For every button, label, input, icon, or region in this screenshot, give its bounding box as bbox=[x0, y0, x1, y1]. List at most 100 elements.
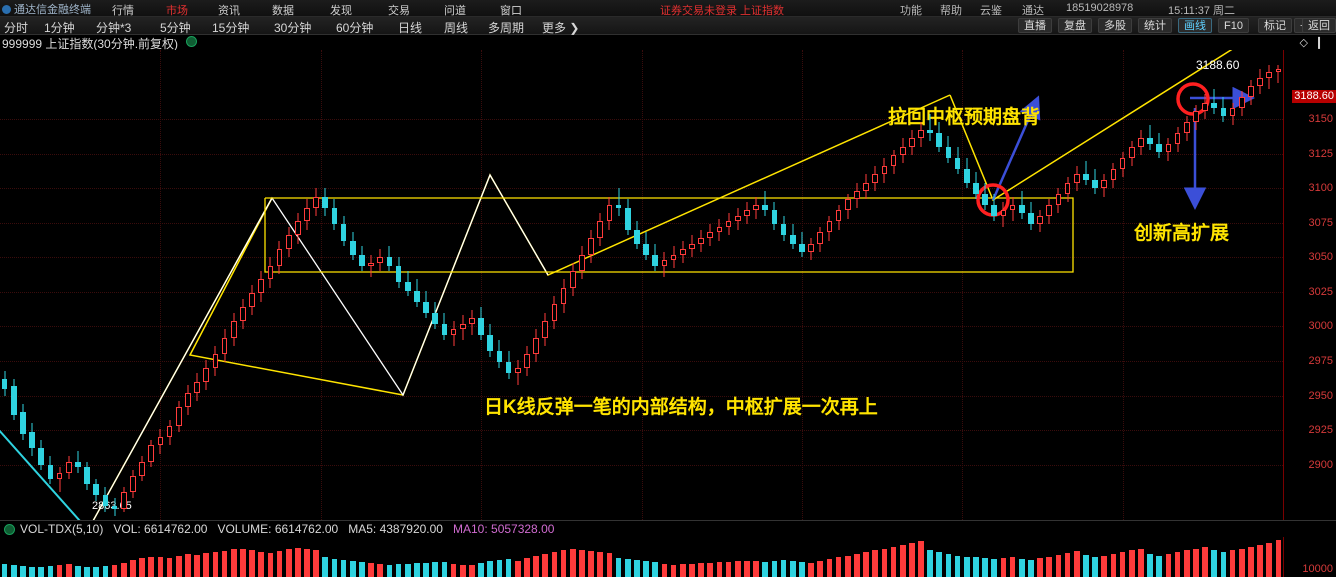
annotation-right: 创新高扩展 bbox=[1134, 223, 1230, 244]
candle-wick bbox=[1213, 88, 1215, 114]
candle-body bbox=[927, 130, 933, 133]
period-2[interactable]: 分钟*3 bbox=[96, 21, 132, 35]
candlestick bbox=[863, 174, 869, 200]
volume-bar bbox=[927, 550, 933, 577]
candlestick bbox=[936, 121, 943, 153]
period-9[interactable]: 多周期 bbox=[488, 21, 525, 35]
volume-bar bbox=[881, 548, 888, 577]
volume-bar bbox=[395, 564, 402, 577]
menu-item-7[interactable]: 窗口 bbox=[500, 5, 522, 17]
toolbar-button-3[interactable]: 统计 bbox=[1138, 18, 1172, 33]
period-10[interactable]: 更多 ❯ bbox=[542, 21, 580, 35]
gridline bbox=[0, 464, 1283, 466]
menu-right-item-0[interactable]: 功能 bbox=[900, 5, 922, 17]
candle-body bbox=[368, 262, 374, 266]
volume-axis: 10000 bbox=[1283, 537, 1336, 577]
volume-indicator-toggle-icon[interactable] bbox=[4, 524, 15, 535]
candle-body bbox=[175, 406, 182, 426]
price-chart-pane[interactable]: 拉回中枢预期盘背 创新高扩展 日K线反弹一笔的内部结构，中枢扩展一次再上 286… bbox=[0, 50, 1283, 520]
toolbar-button-0[interactable]: 直播 bbox=[1018, 18, 1052, 33]
volume-bar bbox=[689, 563, 695, 577]
period-6[interactable]: 60分钟 bbox=[336, 21, 374, 35]
period-4[interactable]: 15分钟 bbox=[212, 21, 250, 35]
toolbar-button-2[interactable]: 多股 bbox=[1098, 18, 1132, 33]
menu-right-item-2[interactable]: 云鉴 bbox=[980, 5, 1002, 17]
chart-title: 999999 上证指数(30分钟.前复权) bbox=[2, 37, 179, 51]
candlestick bbox=[496, 340, 503, 368]
price-axis-tick: 3000 bbox=[1308, 320, 1333, 333]
candlestick bbox=[881, 157, 888, 183]
volume-bar bbox=[1000, 558, 1007, 577]
volume-bar bbox=[569, 549, 576, 577]
candlestick bbox=[276, 240, 283, 274]
period-8[interactable]: 周线 bbox=[444, 21, 469, 35]
candlestick bbox=[386, 246, 393, 272]
menu-item-0[interactable]: 行情 bbox=[112, 5, 134, 17]
chart-corner-bar-icon[interactable]: ❙ bbox=[1313, 35, 1324, 49]
chart-corner-diamond-icon[interactable]: ◇ bbox=[1299, 37, 1308, 49]
period-1[interactable]: 1分钟 bbox=[44, 21, 75, 35]
candle-body bbox=[469, 318, 475, 324]
candle-body bbox=[872, 174, 879, 183]
candle-body bbox=[221, 337, 228, 355]
candlestick bbox=[624, 199, 631, 236]
candlestick bbox=[130, 470, 136, 498]
period-5[interactable]: 30分钟 bbox=[274, 21, 312, 35]
toolbar-button-5[interactable]: F10 bbox=[1218, 18, 1249, 33]
menu-right-item-1[interactable]: 帮助 bbox=[940, 5, 962, 17]
candlestick bbox=[872, 166, 879, 191]
price-axis-tick: 2975 bbox=[1308, 355, 1333, 368]
menu-item-3[interactable]: 数据 bbox=[272, 5, 294, 17]
candlestick bbox=[1092, 168, 1098, 194]
candlestick bbox=[1183, 116, 1190, 142]
price-axis-tick: 2950 bbox=[1308, 389, 1333, 402]
candle-body bbox=[1257, 77, 1263, 86]
menu-right-item-5[interactable]: 15:11:37 周二 bbox=[1168, 5, 1236, 17]
candle-body bbox=[854, 190, 860, 200]
candlestick bbox=[359, 246, 365, 272]
volume-bar bbox=[294, 547, 301, 577]
toolbar-button-1[interactable]: 复盘 bbox=[1058, 18, 1092, 33]
candle-body bbox=[230, 320, 237, 338]
candlestick bbox=[221, 329, 228, 363]
volume-bar bbox=[597, 552, 604, 577]
candle-body bbox=[909, 138, 915, 147]
volume-bar bbox=[240, 548, 246, 577]
volume-bar bbox=[120, 562, 127, 577]
gridline bbox=[0, 430, 1283, 432]
menu-right-item-4[interactable]: 18519028978 bbox=[1066, 2, 1134, 14]
candlestick bbox=[533, 329, 539, 363]
candle-body bbox=[349, 240, 356, 255]
candlestick bbox=[762, 191, 769, 216]
indicator-toggle-icon[interactable] bbox=[186, 36, 197, 47]
menu-item-6[interactable]: 问道 bbox=[444, 5, 466, 17]
volume-bar bbox=[166, 558, 173, 577]
menu-item-4[interactable]: 发现 bbox=[330, 5, 352, 17]
candle-body bbox=[304, 207, 310, 222]
volume-chart-pane[interactable] bbox=[0, 537, 1283, 577]
candle-body bbox=[899, 146, 906, 156]
toolbar-button-4[interactable]: 画线 bbox=[1178, 18, 1212, 33]
menu-item-2[interactable]: 资讯 bbox=[218, 5, 240, 17]
volume-bar bbox=[1257, 545, 1263, 577]
gridline-v bbox=[641, 50, 643, 520]
menu-item-1[interactable]: 市场 bbox=[166, 5, 188, 17]
candlestick bbox=[918, 121, 924, 147]
period-0[interactable]: 分时 bbox=[4, 21, 29, 35]
toolbar-button-6[interactable]: 标记 bbox=[1258, 18, 1292, 33]
candle-body bbox=[38, 448, 45, 465]
candle-body bbox=[258, 279, 264, 294]
menu-item-5[interactable]: 交易 bbox=[388, 5, 410, 17]
toolbar-button-8[interactable]: 返回 bbox=[1302, 18, 1336, 33]
candlestick bbox=[1037, 210, 1043, 233]
volume-bar bbox=[20, 566, 26, 577]
candle-body bbox=[139, 461, 145, 476]
volume-bar bbox=[221, 551, 228, 577]
period-7[interactable]: 日线 bbox=[398, 21, 423, 35]
menu-right-item-3[interactable]: 通达 bbox=[1022, 5, 1044, 17]
candle-body bbox=[505, 362, 512, 374]
candle-body bbox=[597, 221, 604, 238]
volume-bar bbox=[56, 564, 63, 577]
gridline-v bbox=[962, 50, 964, 520]
period-3[interactable]: 5分钟 bbox=[160, 21, 191, 35]
